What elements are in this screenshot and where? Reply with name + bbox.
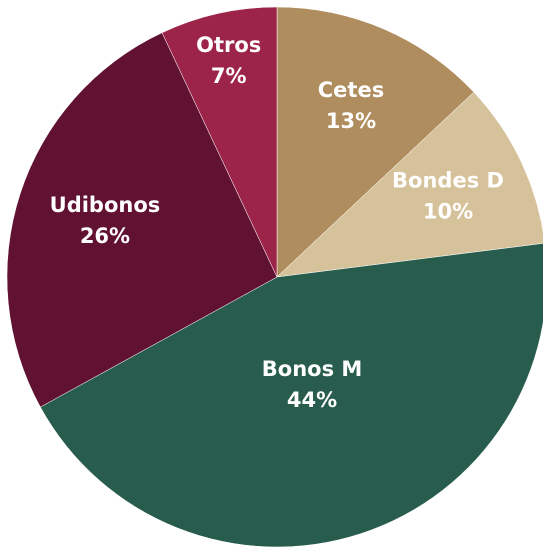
slice-label: Bonos M <box>262 357 363 381</box>
pie-slice <box>161 6 278 278</box>
slice-value-label: 10% <box>423 200 473 224</box>
slice-value-label: 13% <box>326 109 376 133</box>
slice-label: Bondes D <box>392 169 504 193</box>
slice-label: Otros <box>196 33 261 57</box>
slice-label: Udibonos <box>50 193 161 217</box>
slice-value-label: 44% <box>287 388 337 412</box>
slice-label: Cetes <box>318 78 384 102</box>
pie-slice <box>276 6 475 278</box>
pie-slice <box>6 32 278 408</box>
pie-slice <box>40 243 543 547</box>
pie-slice <box>276 91 543 278</box>
slice-value-label: 26% <box>80 224 130 248</box>
slice-value-label: 7% <box>211 64 247 88</box>
